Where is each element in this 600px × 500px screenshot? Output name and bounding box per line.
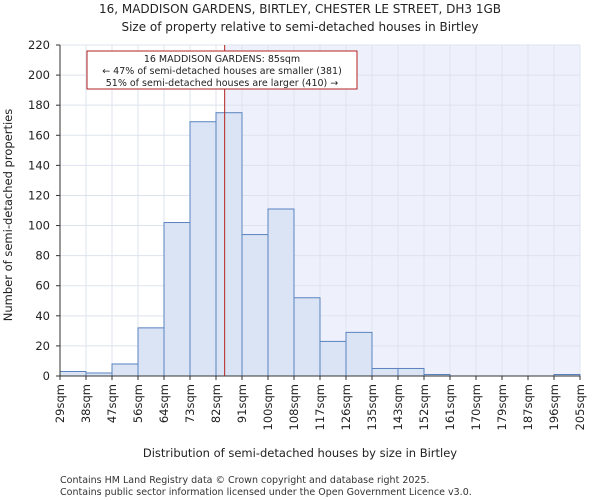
annotation-line-2: ← 47% of semi-detached houses are smalle… <box>102 66 342 77</box>
bar-100sqm <box>267 208 295 377</box>
bar-126sqm <box>345 331 373 377</box>
x-tick-label: 100sqm <box>261 384 275 430</box>
y-tick-label: 60 <box>35 279 50 293</box>
y-tick-label: 180 <box>28 98 50 112</box>
bar-143sqm <box>397 367 425 377</box>
y-tick-label: 100 <box>28 219 50 233</box>
x-tick-label: 47sqm <box>105 384 119 423</box>
x-tick-label: 187sqm <box>521 384 535 430</box>
x-ticks: 29sqm 38sqm 47sqm 56sqm 64sqm 73sqm 82sqm 91sqm… <box>53 376 587 430</box>
annotation-box <box>86 50 358 90</box>
y-tick-label: 120 <box>28 188 50 202</box>
x-axis-label: Distribution of semi-detached houses by … <box>143 446 457 460</box>
x-tick-label: 73sqm <box>183 384 197 423</box>
x-tick-label: 205sqm <box>573 384 587 430</box>
x-tick-label: 117sqm <box>313 384 327 430</box>
y-ticks: 0 20 40 60 80 100 120 140 160 180 200 220 <box>28 38 60 383</box>
y-tick-label: 220 <box>28 38 50 52</box>
bars <box>59 112 581 377</box>
x-tick-label: 143sqm <box>391 384 405 430</box>
x-tick-label: 179sqm <box>495 384 509 430</box>
bar-108sqm <box>293 297 321 377</box>
chart-title: 16, MADDISON GARDENS, BIRTLEY, CHESTER L… <box>99 2 501 16</box>
annotation-line-1: 16 MADDISON GARDENS: 85sqm <box>144 54 300 65</box>
y-tick-label: 140 <box>28 158 50 172</box>
y-tick-label: 80 <box>35 249 50 263</box>
x-tick-label: 64sqm <box>157 384 171 423</box>
footer-line-2: Contains public sector information licen… <box>60 487 472 498</box>
footer-line-1: Contains HM Land Registry data © Crown c… <box>60 475 430 486</box>
x-tick-label: 82sqm <box>209 384 223 423</box>
bar-64sqm <box>163 222 191 377</box>
x-tick-label: 196sqm <box>547 384 561 430</box>
annotation-line-3: 51% of semi-detached houses are larger (… <box>106 78 339 89</box>
x-tick-label: 152sqm <box>417 384 431 430</box>
x-tick-label: 126sqm <box>339 384 353 430</box>
x-tick-label: 56sqm <box>131 384 145 423</box>
y-tick-label: 40 <box>35 309 50 323</box>
x-tick-label: 91sqm <box>235 384 249 423</box>
y-tick-label: 200 <box>28 68 50 82</box>
y-tick-label: 0 <box>43 369 50 383</box>
x-tick-label: 161sqm <box>443 384 457 430</box>
x-tick-label: 135sqm <box>365 384 379 430</box>
chart-subtitle: Size of property relative to semi-detach… <box>121 20 478 34</box>
y-tick-label: 20 <box>35 339 50 353</box>
bar-47sqm <box>111 363 139 377</box>
bar-29sqm <box>59 370 87 377</box>
bar-82sqm <box>215 112 243 377</box>
bar-73sqm <box>189 121 217 377</box>
bar-91sqm <box>241 234 269 377</box>
bar-135sqm <box>371 367 399 377</box>
x-tick-label: 38sqm <box>79 384 93 423</box>
y-tick-label: 160 <box>28 128 50 142</box>
x-tick-label: 29sqm <box>53 384 67 423</box>
bar-117sqm <box>319 340 347 377</box>
y-axis-label: Number of semi-detached properties <box>1 109 15 321</box>
x-tick-label: 108sqm <box>287 384 301 430</box>
bar-56sqm <box>137 327 165 377</box>
x-tick-label: 170sqm <box>469 384 483 430</box>
